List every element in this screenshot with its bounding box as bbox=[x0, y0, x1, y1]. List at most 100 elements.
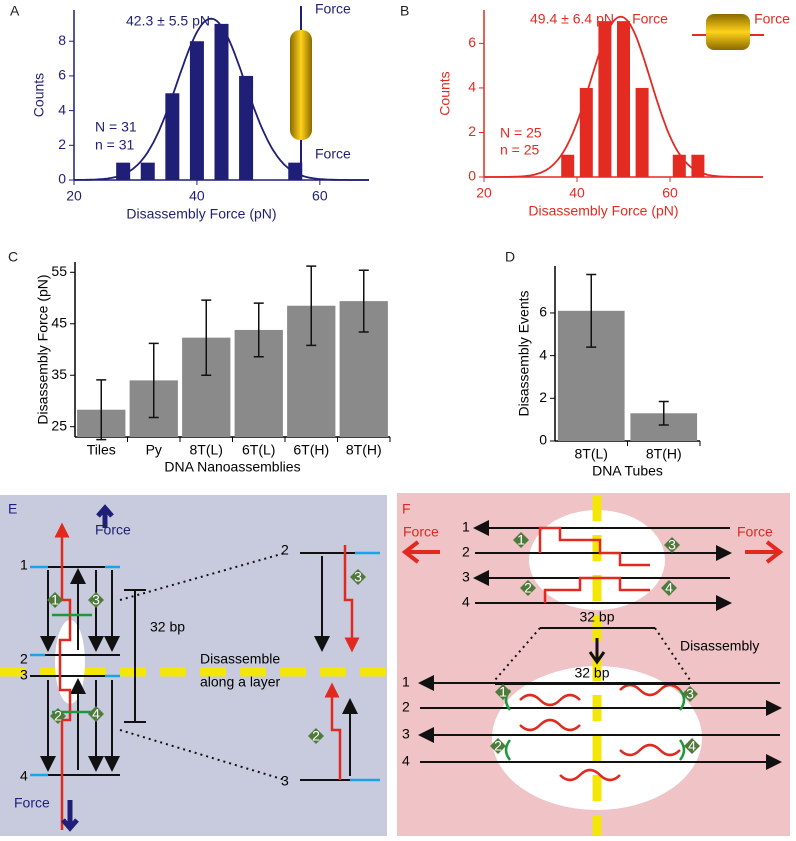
junction-label: 2 bbox=[494, 738, 502, 754]
x-tick-label: 8T(L) bbox=[575, 446, 608, 462]
force-arrow bbox=[745, 540, 784, 564]
y-tick-label: 4 bbox=[58, 101, 66, 117]
strand-label: 3 bbox=[402, 726, 410, 742]
annotation: n = 25 bbox=[500, 142, 540, 158]
strand-label: 2 bbox=[20, 651, 28, 667]
panel-e bbox=[0, 495, 387, 836]
y-tick-label: 6 bbox=[468, 34, 476, 50]
y-tick-label: 8 bbox=[58, 32, 66, 48]
junction-marker bbox=[308, 728, 324, 744]
x-tick-label: 40 bbox=[569, 185, 585, 201]
caption: along a layer bbox=[200, 674, 281, 690]
annotation: Force bbox=[754, 11, 790, 27]
y-tick-label: 0 bbox=[468, 168, 476, 184]
x-tick-label: 8T(L) bbox=[190, 442, 223, 458]
x-tick-label: 8T(H) bbox=[346, 442, 382, 458]
junction-label: 1 bbox=[517, 532, 525, 548]
error-bar bbox=[306, 265, 317, 347]
strand-label: 1 bbox=[462, 519, 470, 535]
x-tick-label: 40 bbox=[189, 188, 205, 204]
y-tick-label: 2 bbox=[58, 136, 66, 152]
x-tick-label: 6T(L) bbox=[242, 442, 275, 458]
junction-marker bbox=[684, 738, 700, 754]
x-tick-label: 20 bbox=[476, 185, 492, 201]
junction-label: 1 bbox=[51, 592, 59, 608]
y-tick-label: 0 bbox=[539, 432, 547, 448]
junction-marker bbox=[47, 592, 63, 608]
force-arrow bbox=[61, 800, 79, 832]
junction-label: 2 bbox=[524, 580, 532, 596]
error-bar bbox=[658, 400, 669, 426]
spacing-label: 32 bp bbox=[579, 609, 614, 625]
error-bar bbox=[96, 379, 107, 441]
junction-label: 3 bbox=[668, 537, 676, 553]
x-tick-label: 60 bbox=[312, 188, 328, 204]
force-label: Force bbox=[95, 522, 131, 538]
junction-marker bbox=[520, 580, 536, 596]
panel-label: F bbox=[402, 501, 411, 517]
y-axis-label: Disassembly Force (pN) bbox=[35, 274, 51, 424]
force-arrow bbox=[96, 504, 114, 528]
tube-icon bbox=[290, 30, 312, 140]
strand-label: 4 bbox=[462, 594, 470, 610]
strand-label: 2 bbox=[281, 542, 289, 558]
junction-marker bbox=[495, 684, 511, 700]
caption: Disassembly bbox=[680, 638, 759, 654]
bar bbox=[561, 154, 575, 177]
annotation: 49.4 ± 6.4 pN bbox=[530, 11, 614, 27]
bar bbox=[635, 87, 649, 177]
error-bar bbox=[148, 342, 159, 419]
junction-label: 2 bbox=[54, 708, 62, 724]
strand-label: 3 bbox=[281, 773, 289, 789]
panel-f bbox=[397, 493, 790, 836]
force-arrow bbox=[401, 540, 440, 564]
force-label: Force bbox=[403, 524, 439, 540]
y-tick-label: 6 bbox=[539, 304, 547, 320]
annotation: Force bbox=[632, 11, 668, 27]
junction-marker bbox=[661, 580, 677, 596]
junction-marker bbox=[50, 708, 66, 724]
strand-label: 2 bbox=[402, 699, 410, 715]
panel-label: D bbox=[505, 249, 515, 265]
strand-label: 1 bbox=[20, 557, 28, 573]
bar bbox=[598, 21, 612, 178]
y-axis-label: Counts bbox=[31, 73, 47, 117]
y-tick-label: 25 bbox=[51, 417, 67, 433]
bar bbox=[691, 154, 705, 177]
annotation: n = 31 bbox=[95, 137, 135, 153]
junction-label: 4 bbox=[92, 706, 100, 722]
junction-label: 4 bbox=[688, 738, 696, 754]
y-tick-label: 4 bbox=[539, 346, 547, 362]
bar bbox=[579, 87, 593, 177]
junction-label: 4 bbox=[665, 580, 673, 596]
bar bbox=[165, 93, 180, 180]
x-tick-label: 6T(H) bbox=[293, 442, 329, 458]
error-bar bbox=[586, 273, 597, 348]
x-axis-label: DNA Nanoassemblies bbox=[164, 459, 300, 475]
bar bbox=[239, 75, 254, 180]
panel-label: B bbox=[400, 3, 409, 19]
annotation: N = 31 bbox=[95, 119, 137, 135]
error-bar bbox=[201, 299, 212, 376]
y-axis-label: Disassembly Events bbox=[516, 290, 532, 416]
strand-label: 3 bbox=[20, 667, 28, 683]
x-axis-label: Disassembly Force (pN) bbox=[126, 206, 276, 222]
junction-label: 3 bbox=[686, 686, 694, 702]
spacing-label: 32 bp bbox=[574, 665, 609, 681]
strand-label: 3 bbox=[462, 569, 470, 585]
junction-marker bbox=[490, 738, 506, 754]
panel-label: A bbox=[10, 3, 20, 19]
junction-label: 3 bbox=[92, 592, 100, 608]
strand-label: 2 bbox=[462, 544, 470, 560]
junction-marker bbox=[682, 686, 698, 702]
error-bar bbox=[253, 302, 264, 358]
annotation: 42.3 ± 5.5 pN bbox=[126, 13, 210, 29]
bar bbox=[140, 162, 155, 180]
x-tick-label: 60 bbox=[662, 185, 678, 201]
y-tick-label: 0 bbox=[58, 171, 66, 187]
annotation: N = 25 bbox=[500, 125, 542, 141]
caption: Disassemble bbox=[200, 651, 280, 667]
strand-label: 1 bbox=[402, 674, 410, 690]
junction-marker bbox=[350, 569, 366, 585]
